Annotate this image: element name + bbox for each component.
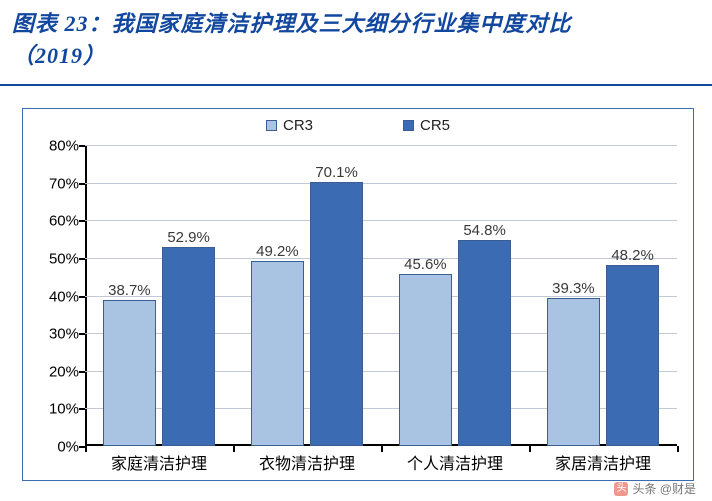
title-prefix: 图表 23： (12, 11, 112, 36)
plot-area: 0%10%20%30%40%50%60%70%80%38.7%52.9%家庭清洁… (85, 145, 677, 446)
legend-swatch (403, 120, 414, 131)
figure-root: 图表 23：我国家庭清洁护理及三大细分行业集中度对比 （2019） CR3 CR5… (0, 0, 712, 501)
legend-swatch (266, 120, 277, 131)
legend-item: CR3 (266, 117, 313, 134)
bar-value-label: 39.3% (548, 280, 599, 297)
y-axis-label: 0% (31, 439, 79, 456)
chart-title: 图表 23：我国家庭清洁护理及三大细分行业集中度对比 （2019） (12, 8, 700, 72)
category-label: 个人清洁护理 (381, 450, 529, 474)
chart-area: CR3CR5 0%10%20%30%40%50%60%70%80%38.7%52… (22, 108, 694, 481)
category-label: 家庭清洁护理 (85, 450, 233, 474)
bar-value-label: 54.8% (459, 222, 510, 239)
y-axis-label: 20% (31, 363, 79, 380)
x-tick-mark (677, 446, 679, 452)
y-axis-label: 80% (31, 138, 79, 155)
bar: 49.2% (251, 261, 304, 446)
legend-label: CR3 (283, 117, 313, 134)
bar: 52.9% (162, 247, 215, 446)
bar-value-label: 49.2% (252, 243, 303, 260)
bar-value-label: 48.2% (607, 247, 658, 264)
bar: 45.6% (399, 274, 452, 446)
bar-value-label: 52.9% (163, 229, 214, 246)
bar: 39.3% (547, 298, 600, 446)
y-axis-label: 40% (31, 288, 79, 305)
bar-value-label: 45.6% (400, 256, 451, 273)
bar-value-label: 38.7% (104, 282, 155, 299)
y-axis-label: 70% (31, 175, 79, 192)
watermark: 头 头条 @财是 (614, 480, 696, 497)
y-axis-label: 30% (31, 326, 79, 343)
bar: 70.1% (310, 182, 363, 446)
bar-group: 49.2%70.1%衣物清洁护理 (233, 145, 381, 446)
bar-group: 38.7%52.9%家庭清洁护理 (85, 145, 233, 446)
legend: CR3 CR5 (23, 117, 693, 134)
category-label: 家居清洁护理 (529, 450, 677, 474)
legend-label: CR5 (420, 117, 450, 134)
y-axis-label: 60% (31, 213, 79, 230)
title-line2: （2019） (12, 43, 106, 68)
bar-group: 39.3%48.2%家居清洁护理 (529, 145, 677, 446)
watermark-logo-icon: 头 (614, 482, 628, 496)
bar-value-label: 70.1% (311, 164, 362, 181)
title-bar: 图表 23：我国家庭清洁护理及三大细分行业集中度对比 （2019） (0, 0, 712, 86)
y-axis-label: 50% (31, 250, 79, 267)
legend-item: CR5 (403, 117, 450, 134)
bar: 54.8% (458, 240, 511, 446)
title-line1: 我国家庭清洁护理及三大细分行业集中度对比 (112, 11, 572, 36)
bar: 48.2% (606, 265, 659, 446)
y-axis-label: 10% (31, 401, 79, 418)
bar-group: 45.6%54.8%个人清洁护理 (381, 145, 529, 446)
bar: 38.7% (103, 300, 156, 446)
watermark-text: 头条 @财是 (632, 480, 696, 497)
category-label: 衣物清洁护理 (233, 450, 381, 474)
